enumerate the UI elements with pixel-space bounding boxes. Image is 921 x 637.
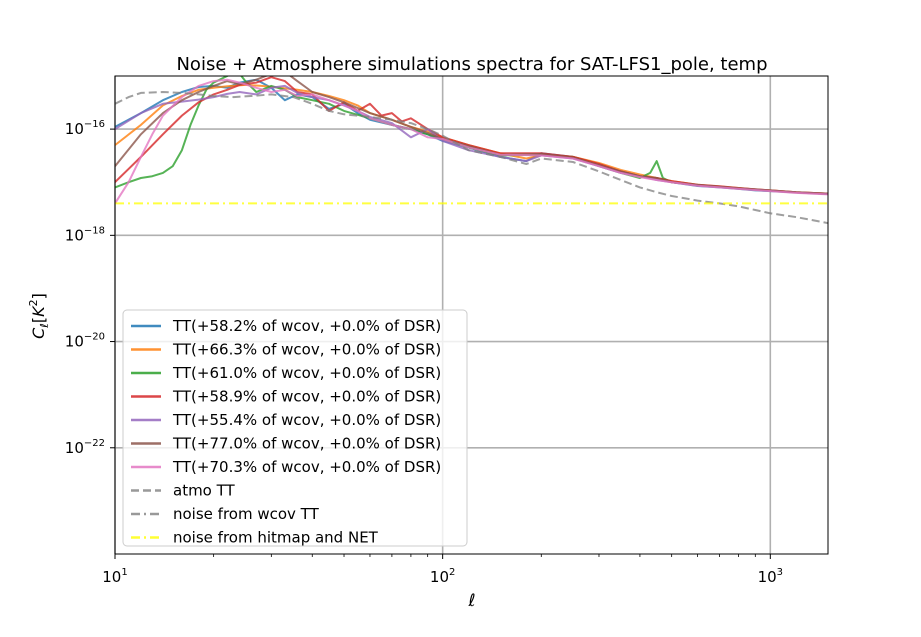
- y-tick-label: 10−16: [65, 119, 105, 138]
- legend-label: TT(+58.2% of wcov, +0.0% of DSR): [172, 317, 441, 335]
- plot-frame: [114, 75, 829, 555]
- series-lines: [115, 76, 828, 225]
- legend-label: TT(+55.4% of wcov, +0.0% of DSR): [172, 411, 441, 429]
- legend-label: TT(+70.3% of wcov, +0.0% of DSR): [172, 458, 441, 476]
- legend: TT(+58.2% of wcov, +0.0% of DSR) TT(+66.3…: [122, 309, 468, 547]
- x-axis-label: ℓ: [467, 591, 475, 611]
- chart-title: Noise + Atmosphere simulations spectra f…: [176, 54, 767, 75]
- series-line-atmo-tt: [115, 91, 828, 225]
- y-axis-label: Cℓ[K2]: [27, 293, 51, 339]
- legend-label: noise from wcov TT: [173, 505, 320, 523]
- legend-label: TT(+58.9% of wcov, +0.0% of DSR): [172, 388, 441, 406]
- series-line-tt-70-3-of-wcov-0-0-of-dsr: [115, 78, 828, 204]
- y-tick-label: 10−20: [65, 332, 105, 351]
- legend-label: TT(+66.3% of wcov, +0.0% of DSR): [172, 341, 441, 359]
- legend-label: TT(+61.0% of wcov, +0.0% of DSR): [172, 364, 441, 382]
- y-tick-label: 10−18: [65, 225, 105, 244]
- series-line-tt-61-0-of-wcov-0-0-of-dsr: [115, 76, 828, 195]
- y-tick-label: 10−22: [65, 438, 105, 457]
- x-tick-label: 103: [758, 567, 783, 586]
- legend-label: atmo TT: [173, 482, 236, 500]
- legend-label: noise from hitmap and NET: [173, 529, 379, 547]
- legend-label: TT(+77.0% of wcov, +0.0% of DSR): [172, 435, 441, 453]
- legend-box: [122, 309, 468, 547]
